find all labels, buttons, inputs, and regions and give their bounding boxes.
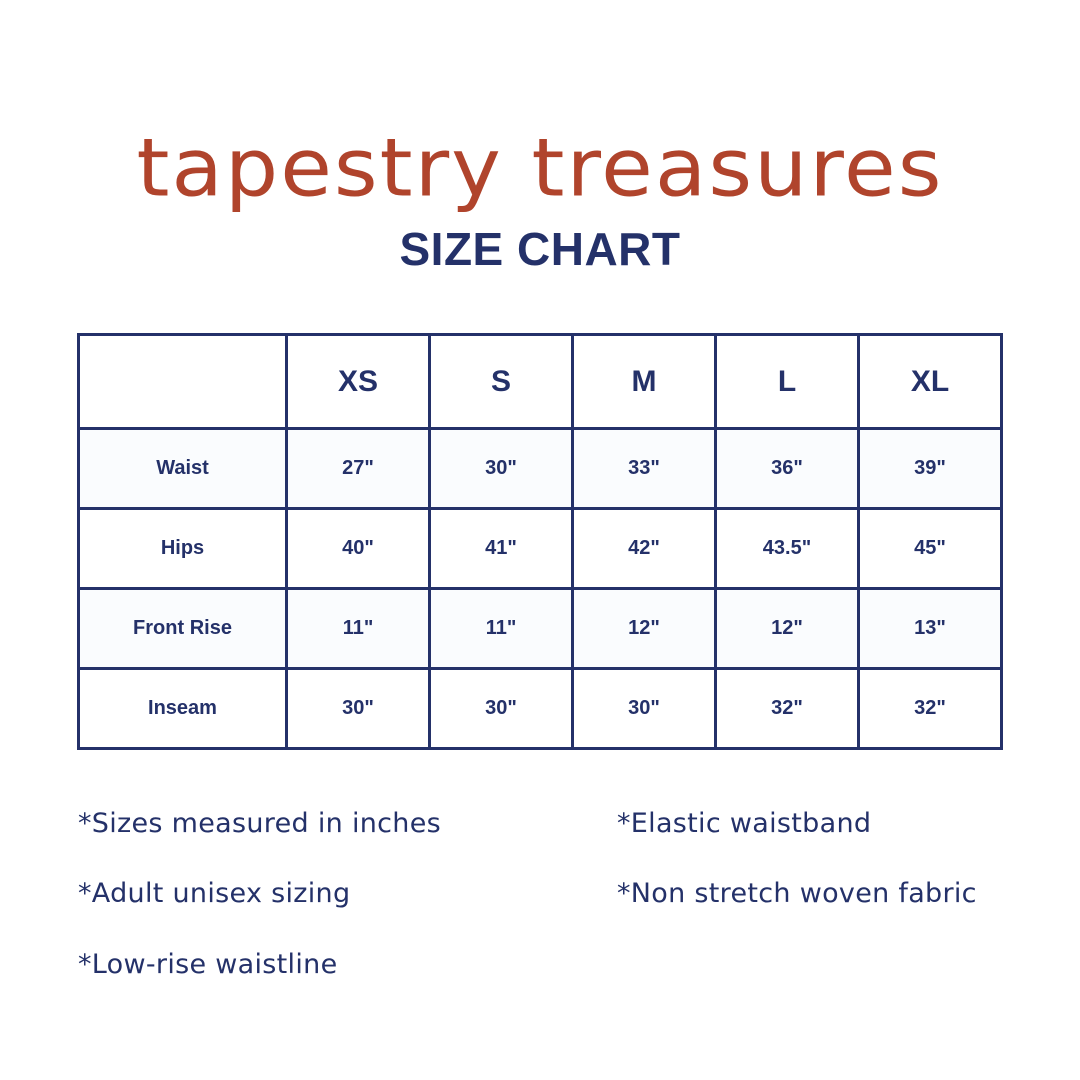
row-label: Hips xyxy=(77,507,288,590)
cell: 43.5" xyxy=(714,507,860,590)
header-cell-xs: XS xyxy=(285,333,431,430)
page-title: SIZE CHART xyxy=(399,223,681,275)
table-row: Waist 27" 30" 33" 36" 39" xyxy=(77,427,1003,510)
cell: 33" xyxy=(571,427,717,510)
table-row: Inseam 30" 30" 30" 32" 32" xyxy=(77,667,1003,750)
cell: 30" xyxy=(428,667,574,750)
cell: 32" xyxy=(714,667,860,750)
cell: 41" xyxy=(428,507,574,590)
cell: 11" xyxy=(285,587,431,670)
header-row: XS S M L XL xyxy=(77,333,1003,430)
row-label: Waist xyxy=(77,427,288,510)
note-waistline: *Low-rise waistline xyxy=(78,949,338,980)
cell: 40" xyxy=(285,507,431,590)
cell: 13" xyxy=(857,587,1003,670)
cell: 30" xyxy=(571,667,717,750)
header-cell-l: L xyxy=(714,333,860,430)
size-chart-table: XS S M L XL Waist 27" 30" 33" 36" 39" Hi… xyxy=(77,333,1003,750)
cell: 11" xyxy=(428,587,574,670)
cell: 39" xyxy=(857,427,1003,510)
header-cell-s: S xyxy=(428,333,574,430)
header-cell-empty xyxy=(77,333,288,430)
header-cell-m: M xyxy=(571,333,717,430)
cell: 27" xyxy=(285,427,431,510)
note-measurement: *Sizes measured in inches xyxy=(78,808,441,839)
row-label: Inseam xyxy=(77,667,288,750)
row-label: Front Rise xyxy=(77,587,288,670)
cell: 12" xyxy=(714,587,860,670)
table-row: Hips 40" 41" 42" 43.5" 45" xyxy=(77,507,1003,590)
cell: 42" xyxy=(571,507,717,590)
cell: 30" xyxy=(428,427,574,510)
cell: 45" xyxy=(857,507,1003,590)
table-row: Front Rise 11" 11" 12" 12" 13" xyxy=(77,587,1003,670)
brand-logo-text: tapestry treasures xyxy=(136,121,944,215)
header-cell-xl: XL xyxy=(857,333,1003,430)
cell: 12" xyxy=(571,587,717,670)
cell: 36" xyxy=(714,427,860,510)
note-fabric: *Non stretch woven fabric xyxy=(617,878,977,909)
note-waistband: *Elastic waistband xyxy=(617,808,872,839)
note-sizing: *Adult unisex sizing xyxy=(78,878,351,909)
cell: 32" xyxy=(857,667,1003,750)
cell: 30" xyxy=(285,667,431,750)
